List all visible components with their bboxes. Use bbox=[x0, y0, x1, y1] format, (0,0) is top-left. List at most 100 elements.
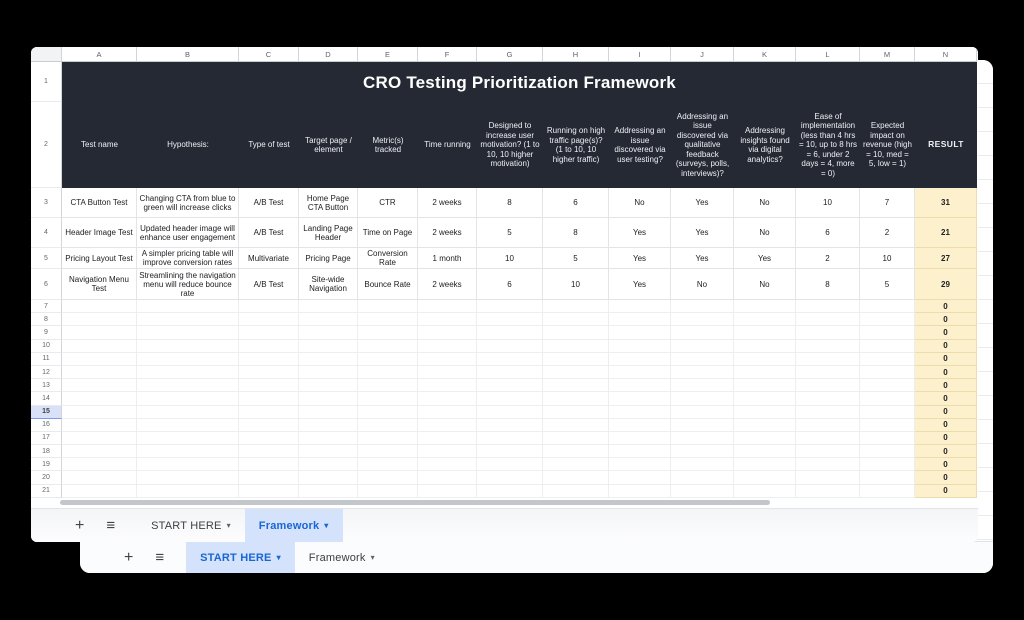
cell-k10[interactable] bbox=[734, 339, 796, 353]
row-header-9[interactable]: 9 bbox=[31, 326, 62, 340]
cell-f3[interactable]: 2 weeks bbox=[418, 188, 477, 218]
cell-a11[interactable] bbox=[62, 352, 137, 366]
cell-f21[interactable] bbox=[418, 484, 477, 498]
cell-g4[interactable]: 5 bbox=[477, 218, 543, 248]
row-header-16[interactable]: 16 bbox=[31, 418, 62, 432]
cell-c11[interactable] bbox=[239, 352, 299, 366]
header-cell-j[interactable]: Addressing an issue discovered via quali… bbox=[671, 102, 734, 188]
cell-a5[interactable]: Pricing Layout Test bbox=[62, 248, 137, 269]
cell-l13[interactable] bbox=[796, 379, 860, 393]
cell-l19[interactable] bbox=[796, 458, 860, 472]
cell-b19[interactable] bbox=[137, 458, 239, 472]
cell-d5[interactable]: Pricing Page bbox=[299, 248, 358, 269]
cell-h19[interactable] bbox=[543, 458, 609, 472]
cell-c10[interactable] bbox=[239, 339, 299, 353]
cell-h7[interactable] bbox=[543, 300, 609, 314]
cell-b18[interactable] bbox=[137, 445, 239, 459]
cell-f6[interactable]: 2 weeks bbox=[418, 269, 477, 300]
cell-f13[interactable] bbox=[418, 379, 477, 393]
cell-m21[interactable] bbox=[860, 484, 915, 498]
row-header-15[interactable]: 15 bbox=[31, 405, 62, 419]
cell-b13[interactable] bbox=[137, 379, 239, 393]
cell-a14[interactable] bbox=[62, 392, 137, 406]
cell-k13[interactable] bbox=[734, 379, 796, 393]
cell-c6[interactable]: A/B Test bbox=[239, 269, 299, 300]
cell-f4[interactable]: 2 weeks bbox=[418, 218, 477, 248]
cell-i5[interactable]: Yes bbox=[609, 248, 671, 269]
cell-e4[interactable]: Time on Page bbox=[358, 218, 418, 248]
cell-g16[interactable] bbox=[477, 418, 543, 432]
result-cell-n17[interactable]: 0 bbox=[915, 431, 977, 446]
cell-e19[interactable] bbox=[358, 458, 418, 472]
cell-e11[interactable] bbox=[358, 352, 418, 366]
row-header-6[interactable]: 6 bbox=[31, 269, 62, 300]
cell-l21[interactable] bbox=[796, 484, 860, 498]
cell-i4[interactable]: Yes bbox=[609, 218, 671, 248]
cell-j12[interactable] bbox=[671, 365, 734, 380]
cell-m5[interactable]: 10 bbox=[860, 248, 915, 269]
cell-b6[interactable]: Streamlining the navigation menu will re… bbox=[137, 269, 239, 300]
cell-e21[interactable] bbox=[358, 484, 418, 498]
cell-e16[interactable] bbox=[358, 418, 418, 432]
cell-f9[interactable] bbox=[418, 326, 477, 340]
header-cell-m[interactable]: Expected impact on revenue (high = 10, m… bbox=[860, 102, 915, 188]
cell-b21[interactable] bbox=[137, 484, 239, 498]
cell-b10[interactable] bbox=[137, 339, 239, 353]
cell-j4[interactable]: Yes bbox=[671, 218, 734, 248]
cell-h16[interactable] bbox=[543, 418, 609, 432]
result-cell-n6[interactable]: 29 bbox=[915, 269, 977, 300]
cell-e3[interactable]: CTR bbox=[358, 188, 418, 218]
header-cell-b[interactable]: Hypothesis: bbox=[137, 102, 239, 188]
row-header-7[interactable]: 7 bbox=[31, 300, 62, 314]
cell-l18[interactable] bbox=[796, 445, 860, 459]
cell-m6[interactable]: 5 bbox=[860, 269, 915, 300]
cell-f7[interactable] bbox=[418, 300, 477, 314]
cell-g3[interactable]: 8 bbox=[477, 188, 543, 218]
cell-g18[interactable] bbox=[477, 445, 543, 459]
cell-g6[interactable]: 6 bbox=[477, 269, 543, 300]
cell-d8[interactable] bbox=[299, 313, 358, 327]
cell-d21[interactable] bbox=[299, 484, 358, 498]
column-header-i[interactable]: I bbox=[609, 47, 671, 62]
header-cell-c[interactable]: Type of test bbox=[239, 102, 299, 188]
column-header-j[interactable]: J bbox=[671, 47, 734, 62]
cell-k16[interactable] bbox=[734, 418, 796, 432]
cell-f19[interactable] bbox=[418, 458, 477, 472]
cell-a9[interactable] bbox=[62, 326, 137, 340]
cell-j15[interactable] bbox=[671, 405, 734, 419]
cell-h8[interactable] bbox=[543, 313, 609, 327]
cell-i15[interactable] bbox=[609, 405, 671, 419]
header-cell-d[interactable]: Target page / element bbox=[299, 102, 358, 188]
cell-l20[interactable] bbox=[796, 471, 860, 485]
add-sheet-icon[interactable]: + bbox=[75, 516, 85, 534]
result-cell-n15[interactable]: 0 bbox=[915, 405, 977, 419]
cell-h12[interactable] bbox=[543, 365, 609, 380]
cell-d19[interactable] bbox=[299, 458, 358, 472]
cell-b8[interactable] bbox=[137, 313, 239, 327]
result-cell-n20[interactable]: 0 bbox=[915, 471, 977, 485]
cell-k11[interactable] bbox=[734, 352, 796, 366]
cell-d10[interactable] bbox=[299, 339, 358, 353]
cell-h4[interactable]: 8 bbox=[543, 218, 609, 248]
cell-h5[interactable]: 5 bbox=[543, 248, 609, 269]
cell-l15[interactable] bbox=[796, 405, 860, 419]
cell-g12[interactable] bbox=[477, 365, 543, 380]
cell-f8[interactable] bbox=[418, 313, 477, 327]
cell-d14[interactable] bbox=[299, 392, 358, 406]
cell-b15[interactable] bbox=[137, 405, 239, 419]
cell-d16[interactable] bbox=[299, 418, 358, 432]
column-header-n[interactable]: N bbox=[915, 47, 977, 62]
cell-k3[interactable]: No bbox=[734, 188, 796, 218]
cell-b11[interactable] bbox=[137, 352, 239, 366]
column-header-k[interactable]: K bbox=[734, 47, 796, 62]
cell-f10[interactable] bbox=[418, 339, 477, 353]
cell-k19[interactable] bbox=[734, 458, 796, 472]
cell-c12[interactable] bbox=[239, 365, 299, 380]
cell-e10[interactable] bbox=[358, 339, 418, 353]
cell-d7[interactable] bbox=[299, 300, 358, 314]
cell-a20[interactable] bbox=[62, 471, 137, 485]
cell-i12[interactable] bbox=[609, 365, 671, 380]
cell-k20[interactable] bbox=[734, 471, 796, 485]
cell-h9[interactable] bbox=[543, 326, 609, 340]
cell-k8[interactable] bbox=[734, 313, 796, 327]
